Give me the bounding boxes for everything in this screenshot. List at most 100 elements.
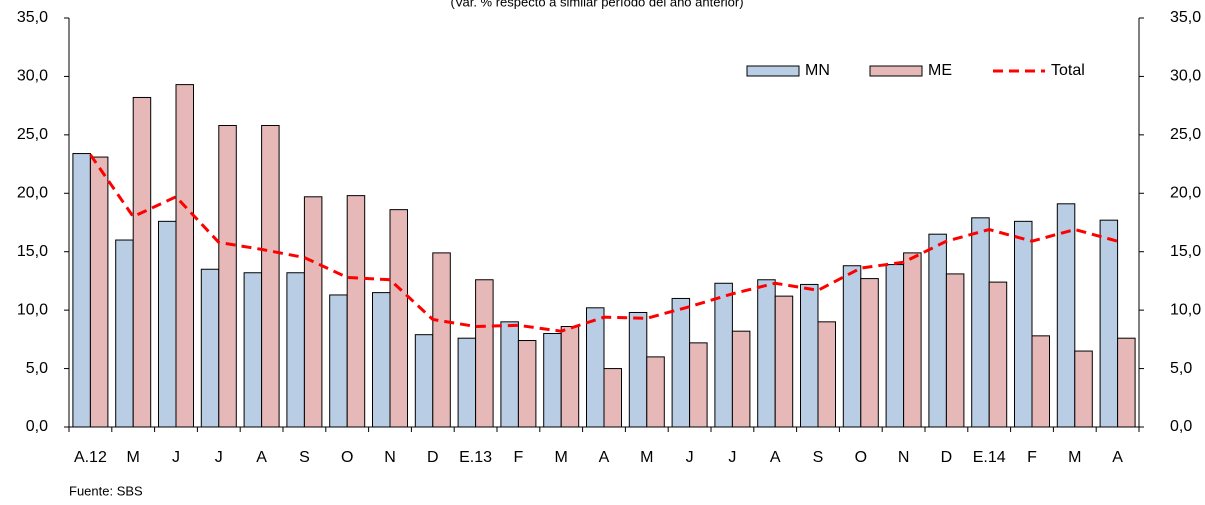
y2-tick-label: 0,0 [1170, 418, 1192, 435]
x-tick-label: J [215, 449, 223, 466]
bar [1117, 337, 1136, 428]
bar [817, 321, 836, 428]
bar [346, 195, 366, 428]
bar [261, 125, 280, 428]
x-tick-label: O [855, 449, 867, 466]
x-tick-label: M [640, 449, 653, 466]
bar [72, 153, 91, 428]
y2-tick-label: 10,0 [1170, 301, 1201, 318]
bar [988, 281, 1008, 428]
bar [885, 264, 905, 428]
y-tick-label: 10,0 [17, 301, 48, 318]
y-tick-label: 30,0 [17, 68, 48, 85]
bar [800, 283, 819, 428]
bar [432, 252, 451, 428]
bar [175, 84, 194, 428]
bar [757, 279, 776, 428]
x-tick-label: J [686, 449, 694, 466]
x-tick-label: N [384, 449, 396, 466]
x-tick-label: E.13 [459, 449, 492, 466]
bar [517, 340, 537, 428]
y-tick-label: 35,0 [17, 9, 48, 26]
bar [689, 342, 708, 428]
bar [860, 278, 879, 428]
footnote: Fuente: SBS [69, 483, 143, 498]
x-tick-label: S [813, 449, 824, 466]
x-tick-label: M [127, 449, 140, 466]
x-tick-label: J [172, 449, 180, 466]
x-tick-label: N [898, 449, 910, 466]
bar [132, 96, 152, 428]
y-tick-label: 15,0 [17, 243, 48, 260]
y2-tick-label: 30,0 [1170, 68, 1201, 85]
line [89, 153, 1118, 333]
bar [500, 321, 519, 428]
x-tick-label: A [770, 449, 781, 466]
bar [543, 333, 562, 428]
y2-tick-label: 25,0 [1170, 126, 1201, 143]
x-tick-label: D [427, 449, 439, 466]
x-tick-label: E.14 [973, 449, 1006, 466]
bar [774, 295, 794, 428]
bar [731, 330, 751, 428]
bar [560, 326, 580, 428]
bar [628, 311, 648, 428]
y-tick-label: 20,0 [17, 185, 48, 202]
x-tick-label: S [299, 449, 310, 466]
bar [646, 356, 665, 428]
bar [200, 268, 220, 428]
bar [671, 297, 691, 428]
bar [286, 272, 305, 428]
bar [903, 252, 922, 428]
x-tick-label: A [1112, 449, 1123, 466]
legend-label: Total [1051, 62, 1085, 79]
bar [475, 279, 494, 428]
bar [1056, 203, 1076, 428]
y-tick-label: 25,0 [17, 126, 48, 143]
y2-tick-label: 20,0 [1170, 185, 1201, 202]
chart-title: (Var. % respecto a similar período del a… [450, 0, 743, 9]
bar [115, 239, 134, 428]
legend-swatch [869, 65, 923, 77]
x-tick-label: O [341, 449, 353, 466]
bar [372, 292, 391, 428]
x-tick-label: M [555, 449, 568, 466]
bar [586, 307, 605, 428]
y2-tick-label: 15,0 [1170, 243, 1201, 260]
legend-label: ME [928, 62, 952, 79]
legend-swatch [746, 65, 800, 77]
bar [1074, 350, 1093, 428]
x-tick-label: A.12 [74, 449, 107, 466]
bar [1014, 220, 1033, 428]
bar [928, 233, 947, 428]
bar [89, 156, 109, 428]
y2-tick-label: 5,0 [1170, 360, 1192, 377]
bar [714, 282, 733, 428]
x-tick-label: A [256, 449, 267, 466]
bar [329, 294, 348, 428]
bar [1031, 335, 1050, 428]
y-tick-label: 5,0 [26, 360, 48, 377]
x-tick-label: F [1027, 449, 1037, 466]
bar [971, 217, 990, 428]
x-tick-label: F [514, 449, 524, 466]
x-tick-label: D [941, 449, 953, 466]
bar [1099, 219, 1119, 428]
bar [303, 196, 323, 428]
bar [945, 273, 965, 428]
bar [603, 368, 622, 428]
bar [158, 220, 177, 428]
bar [842, 265, 862, 428]
bar [414, 334, 434, 428]
bar [243, 272, 263, 428]
x-tick-label: M [1068, 449, 1081, 466]
x-tick-label: J [728, 449, 736, 466]
y2-tick-label: 35,0 [1170, 9, 1201, 26]
bar [457, 337, 477, 428]
bar [389, 209, 408, 428]
legend-label: MN [805, 62, 830, 79]
bar [218, 125, 237, 428]
y-tick-label: 0,0 [26, 418, 48, 435]
x-tick-label: A [599, 449, 610, 466]
